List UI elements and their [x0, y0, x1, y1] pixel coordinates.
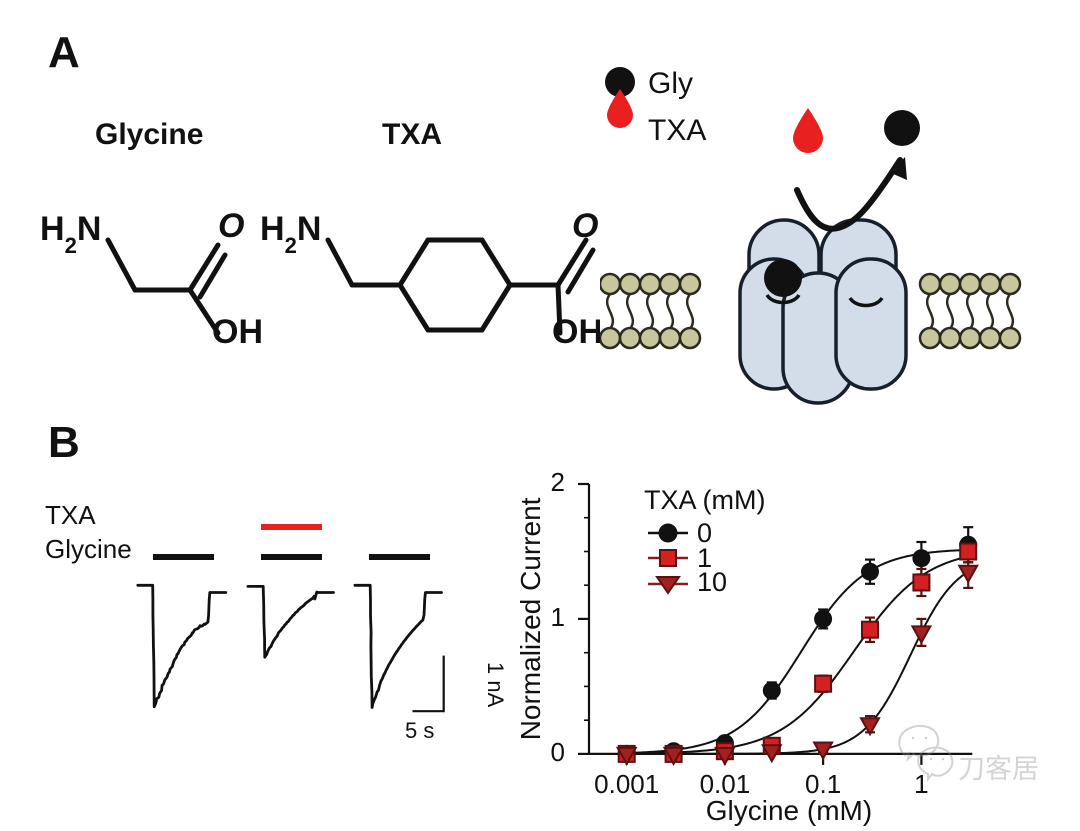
- svg-text:1 nA: 1 nA: [483, 662, 508, 708]
